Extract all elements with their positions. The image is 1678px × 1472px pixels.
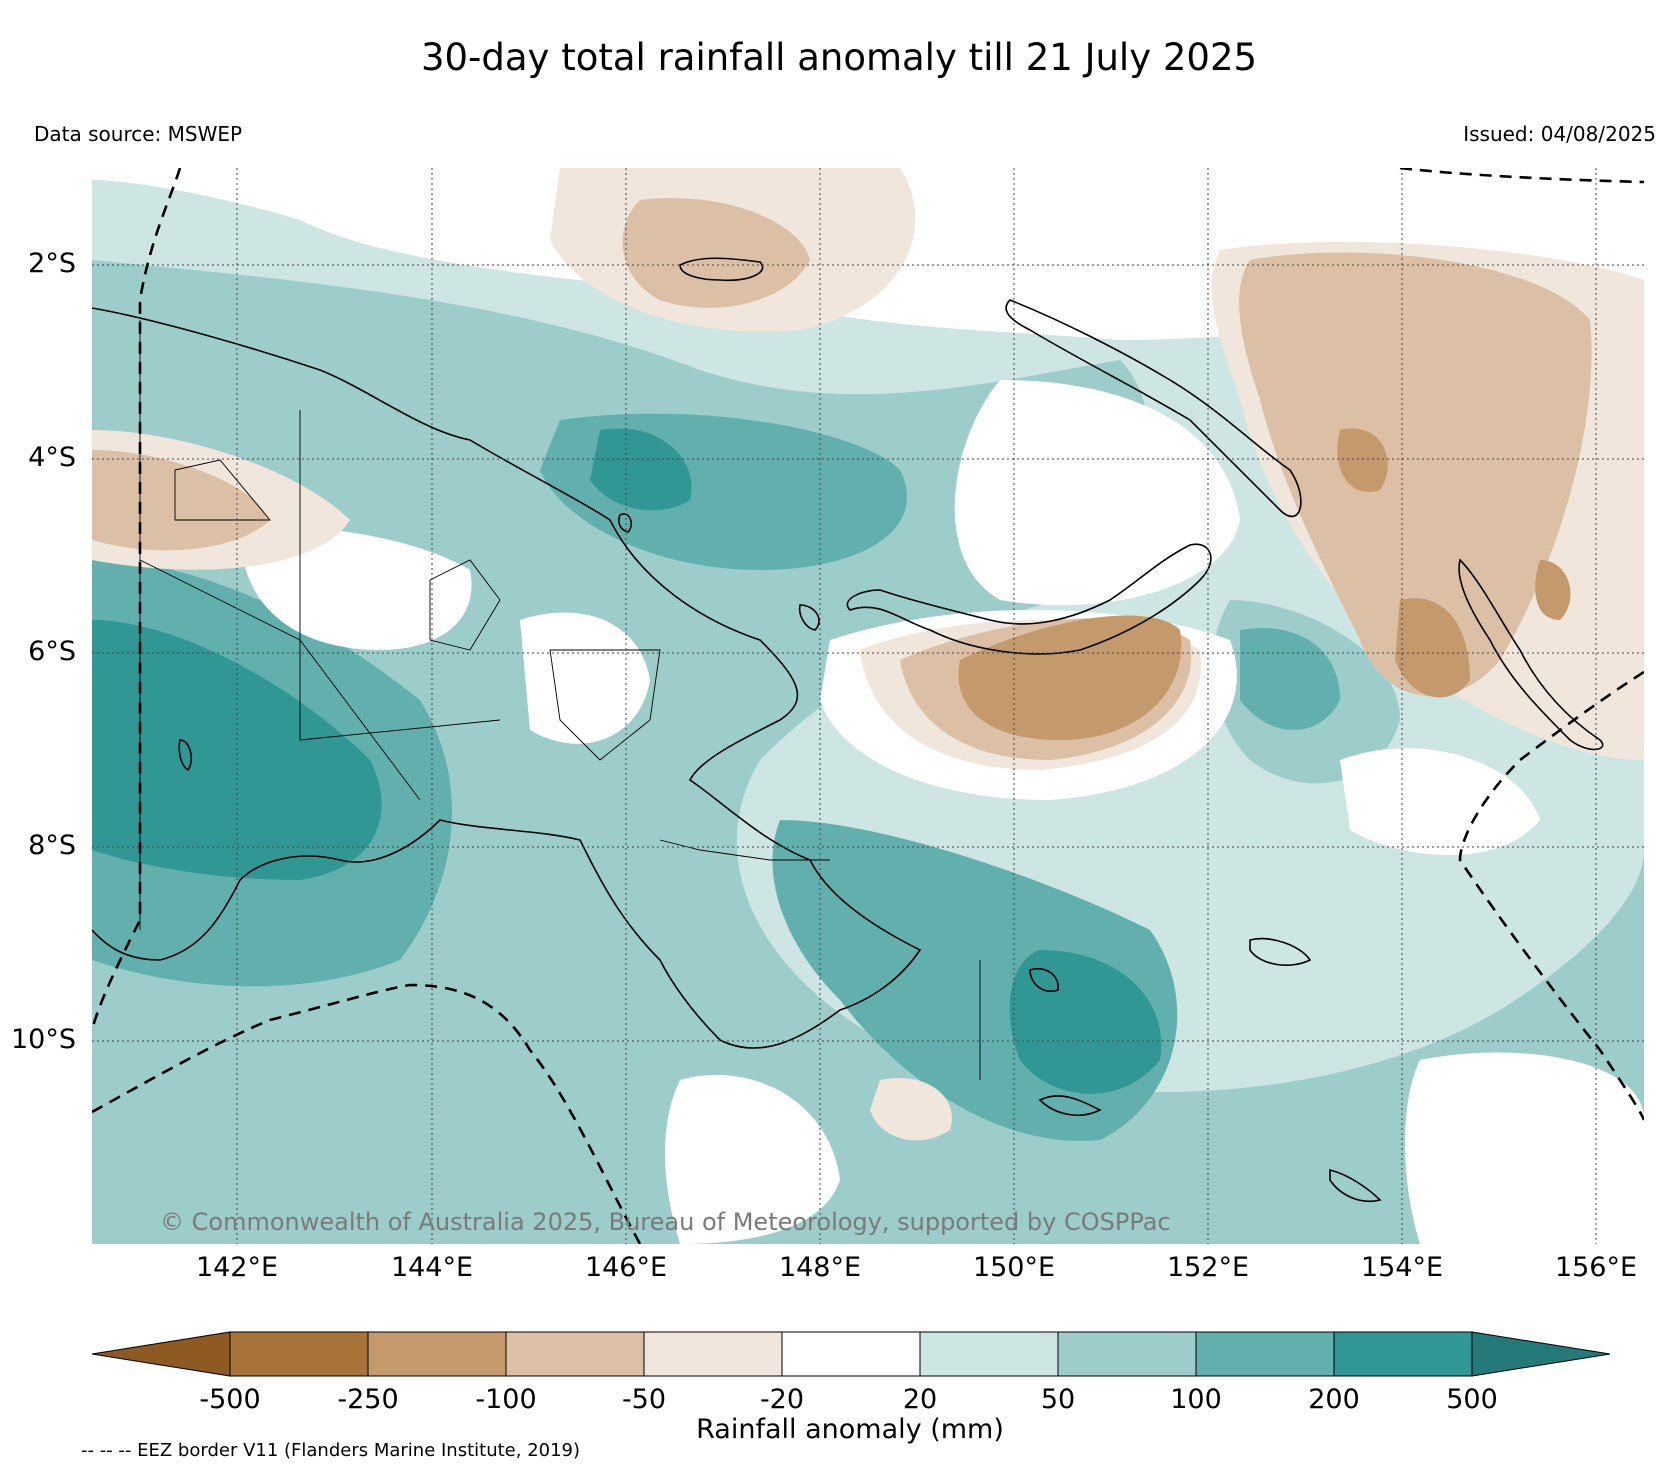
anomaly-zone-brown (1395, 598, 1470, 698)
eez-border-west (92, 168, 182, 1031)
lon-label: 142°E (195, 1252, 279, 1283)
colorbar-tick: -100 (475, 1384, 537, 1415)
anomaly-zone-tan (1239, 252, 1592, 697)
colorbar-segment (643, 1331, 783, 1377)
anomaly-zone-mid-teal (1240, 628, 1340, 730)
map-title: 30-day total rainfall anomaly till 21 Ju… (420, 36, 1258, 79)
colorbar (91, 1331, 1611, 1377)
anomaly-zone-teal (92, 260, 1644, 1244)
new-ireland-coastline (1005, 299, 1302, 518)
lat-label: 8°S (28, 830, 76, 861)
colorbar-tick: -20 (759, 1384, 805, 1415)
colorbar-segment (781, 1331, 921, 1377)
lon-label: 154°E (1360, 1252, 1444, 1283)
colorbar-tick: 100 (1170, 1384, 1222, 1415)
copyright-notice: © Commonwealth of Australia 2025, Bureau… (160, 1208, 1171, 1236)
anomaly-zone-brown (1337, 428, 1388, 492)
colorbar-label: Rainfall anomaly (mm) (696, 1414, 1004, 1445)
colorbar-tick: -50 (621, 1384, 667, 1415)
lon-label: 148°E (778, 1252, 862, 1283)
colorbar-segment (505, 1331, 645, 1377)
anomaly-zone-neutral (240, 527, 472, 650)
island-coastline (618, 513, 632, 533)
colorbar-tick: -500 (199, 1384, 261, 1415)
coastlines (92, 257, 1604, 1202)
colorbar-segment (919, 1331, 1059, 1377)
anomaly-zone-neutral (665, 1074, 840, 1244)
lat-label: 10°S (11, 1024, 76, 1055)
lon-label: 146°E (584, 1252, 668, 1283)
eez-border-east-top (1399, 168, 1644, 184)
colorbar-tick: -250 (337, 1384, 399, 1415)
anomaly-zone-light-brown (870, 1078, 952, 1141)
graticule (92, 168, 1644, 1244)
anomaly-zone-dark-teal (1009, 950, 1162, 1094)
colorbar-segment (229, 1331, 369, 1377)
anomaly-zone-tan (92, 450, 270, 551)
anomaly-zone-tan (622, 198, 810, 308)
lon-label: 144°E (390, 1252, 474, 1283)
anomaly-zone-neutral (1340, 748, 1540, 855)
island-coastline (1029, 968, 1059, 992)
colorbar-tick: 500 (1446, 1384, 1498, 1415)
island-coastline (1329, 1168, 1382, 1202)
lon-label: 152°E (1166, 1252, 1250, 1283)
data-source: Data source: MSWEP (34, 122, 243, 146)
colorbar-segment (1333, 1331, 1473, 1377)
lon-label: 150°E (972, 1252, 1056, 1283)
island-coastline (798, 604, 820, 631)
colorbar-segment (367, 1331, 507, 1377)
eez-border-south (92, 983, 642, 1244)
colorbar-tick: 200 (1308, 1384, 1360, 1415)
island-coastline (1038, 1095, 1102, 1116)
lat-label: 6°S (28, 636, 76, 667)
bougainville-coastline (1458, 558, 1604, 751)
anomaly-zone-neutral (1405, 1052, 1644, 1244)
manus-coastline (679, 257, 764, 282)
colorbar-extend-low (91, 1331, 231, 1377)
colorbar-tick: 20 (902, 1384, 938, 1415)
eez-borders (92, 168, 1644, 1244)
anomaly-field (92, 168, 1644, 1244)
anomaly-zone-neutral (520, 612, 650, 744)
colorbar-tick: 50 (1040, 1384, 1076, 1415)
eez-footnote: -- -- -- EEZ border V11 (Flanders Marine… (81, 1440, 581, 1461)
island-coastline (178, 739, 192, 772)
lat-label: 2°S (28, 248, 76, 279)
eez-border-east (1458, 670, 1644, 1121)
anomaly-zone-dark-teal (590, 428, 692, 511)
lat-label: 4°S (28, 442, 76, 473)
island-coastline (1249, 937, 1312, 966)
new-guinea-coastline (92, 307, 922, 1049)
issued-date: Issued: 04/08/2025 (1463, 122, 1656, 146)
new-britain-coastline (846, 543, 1212, 655)
colorbar-segment (1057, 1331, 1197, 1377)
anomaly-zone-neutral (954, 380, 1240, 606)
lon-label: 156°E (1554, 1252, 1638, 1283)
colorbar-segment (1195, 1331, 1335, 1377)
colorbar-extend-high (1471, 1331, 1611, 1377)
anomaly-zone-brown (1535, 560, 1571, 620)
